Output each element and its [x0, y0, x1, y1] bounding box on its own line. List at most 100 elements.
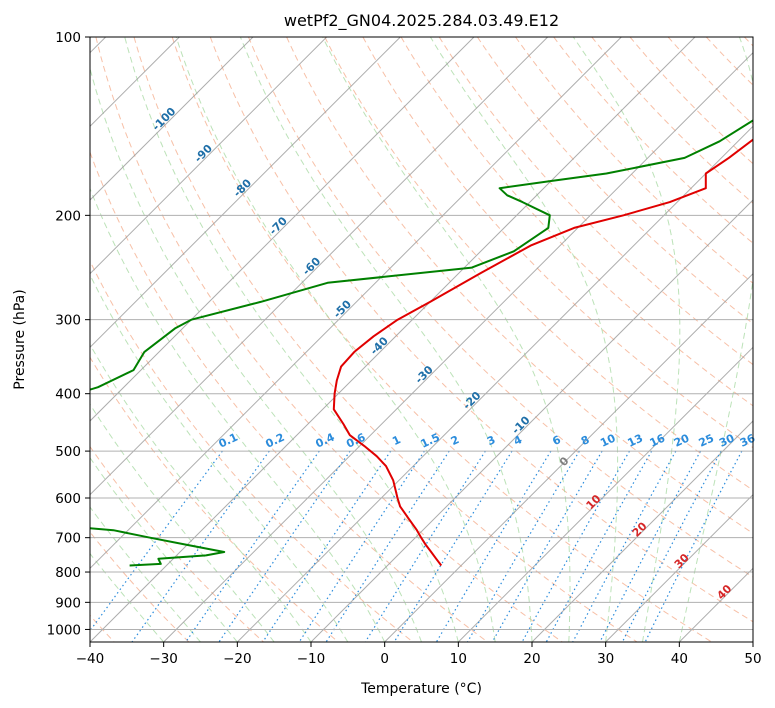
plot-frame	[89, 36, 754, 643]
isotherm	[163, 51, 753, 642]
moist-adiabat	[175, 37, 496, 642]
isotherm-label: -10	[509, 413, 532, 436]
mixing-ratio-line	[393, 450, 513, 642]
dry-adiabat	[324, 37, 753, 491]
mixing-ratio-line	[325, 450, 450, 642]
y-tick-label: 600	[55, 491, 81, 507]
y-tick-label: 800	[55, 565, 81, 581]
moist-adiabat	[90, 403, 275, 642]
dry-adiabat	[133, 37, 638, 642]
y-tick-label: 100	[55, 30, 81, 46]
mixing-ratio-label: 13	[626, 432, 645, 450]
moist-adiabat	[572, 37, 681, 642]
moist-adiabat	[90, 552, 165, 642]
dry-adiabat	[667, 37, 753, 125]
moist-adiabat	[90, 343, 312, 642]
isotherm	[531, 420, 753, 642]
dry-adiabat	[476, 37, 753, 325]
dry-adiabat	[438, 37, 753, 366]
x-axis-label: Temperature (°C)	[360, 681, 482, 697]
mixing-ratio-label: 0.2	[263, 431, 286, 451]
x-tick-label: 10	[450, 651, 467, 667]
mixing-ratio-line	[364, 450, 486, 642]
x-tick-label: −40	[76, 651, 105, 667]
moist-adiabat	[239, 37, 533, 642]
dry-adiabat	[400, 37, 753, 407]
mixing-ratio-line	[621, 450, 722, 642]
dry-adiabat	[591, 37, 753, 204]
isotherm	[678, 567, 753, 642]
isotherm	[236, 125, 753, 642]
mixing-ratio-label: 6	[550, 433, 563, 448]
isotherm	[90, 37, 401, 349]
moist-adiabat	[90, 187, 386, 642]
mixing-ratio-label: 10	[598, 431, 618, 449]
dry-adiabat	[744, 37, 753, 47]
y-tick-label: 700	[55, 531, 81, 547]
x-tick-label: 50	[744, 651, 761, 667]
isotherm-label: -60	[300, 254, 323, 277]
isotherm	[90, 37, 475, 422]
x-tick-label: −30	[149, 651, 178, 667]
y-tick-label: 200	[55, 208, 81, 224]
dry-adiabat	[248, 37, 753, 578]
mixing-ratio-line	[545, 450, 653, 642]
mixing-ratio-label: 3	[485, 433, 497, 448]
mixing-ratio-label: 20	[672, 431, 692, 449]
moist-adiabat	[124, 37, 459, 642]
y-tick-label: 400	[55, 387, 81, 403]
mixing-ratio-label: 4	[512, 433, 525, 448]
x-tick-label: 0	[380, 651, 389, 667]
isotherm	[752, 641, 753, 642]
isotherm	[90, 37, 254, 201]
isotherm-label: 10	[584, 492, 604, 512]
isotherm	[384, 272, 753, 642]
mixing-ratio-label: 30	[717, 431, 737, 449]
mixing-ratio-label: 0.1	[217, 431, 240, 451]
chart-title: wetPf2_GN04.2025.284.03.49.E12	[284, 11, 559, 31]
isotherm	[310, 199, 753, 642]
x-tick-label: 30	[597, 651, 614, 667]
isotherm-label: -90	[192, 142, 215, 165]
isotherm	[90, 37, 696, 642]
mixing-ratio-line	[90, 450, 223, 632]
mixing-ratio-line	[185, 450, 320, 642]
mixing-ratio-line	[572, 450, 677, 642]
dry-adiabat	[171, 37, 712, 642]
y-tick-label: 1000	[47, 622, 81, 638]
y-tick-label: 900	[55, 595, 81, 611]
x-tick-label: 20	[523, 651, 540, 667]
x-tick-label: −20	[223, 651, 252, 667]
isotherm-label: -100	[150, 105, 179, 134]
dry-adiabat	[95, 37, 563, 642]
mixing-ratio-label: 25	[697, 432, 716, 450]
dry-adiabat	[286, 37, 753, 534]
mixing-ratio-line	[262, 450, 392, 642]
moist-adiabat	[429, 37, 619, 642]
mixing-ratio-line	[435, 450, 552, 642]
x-tick-label: −10	[297, 651, 326, 667]
mixing-ratio-label: 1	[390, 433, 402, 448]
mixing-ratio-line	[491, 450, 603, 642]
mixing-ratio-label: 0.4	[313, 430, 336, 450]
mixing-ratio-label: 1.5	[419, 431, 442, 451]
y-tick-label: 300	[55, 313, 81, 329]
dry-adiabat	[90, 150, 488, 642]
isotherm	[90, 37, 328, 275]
mixing-ratio-line	[298, 450, 425, 642]
moist-adiabat	[678, 37, 753, 642]
y-axis-label: Pressure (hPa)	[12, 289, 28, 389]
moist-adiabat	[322, 37, 571, 642]
dry-adiabat	[90, 259, 414, 642]
y-tick-label: 500	[55, 444, 81, 460]
moist-adiabat	[90, 273, 349, 642]
dry-adiabat	[553, 37, 753, 244]
isotherm-label: -50	[331, 297, 354, 320]
temperature-profile	[332, 138, 753, 567]
dewpoint-profile	[90, 119, 753, 567]
moist-adiabat	[90, 506, 201, 642]
isotherm	[605, 493, 753, 642]
isotherm	[457, 346, 753, 642]
mixing-ratio-line	[521, 450, 631, 642]
